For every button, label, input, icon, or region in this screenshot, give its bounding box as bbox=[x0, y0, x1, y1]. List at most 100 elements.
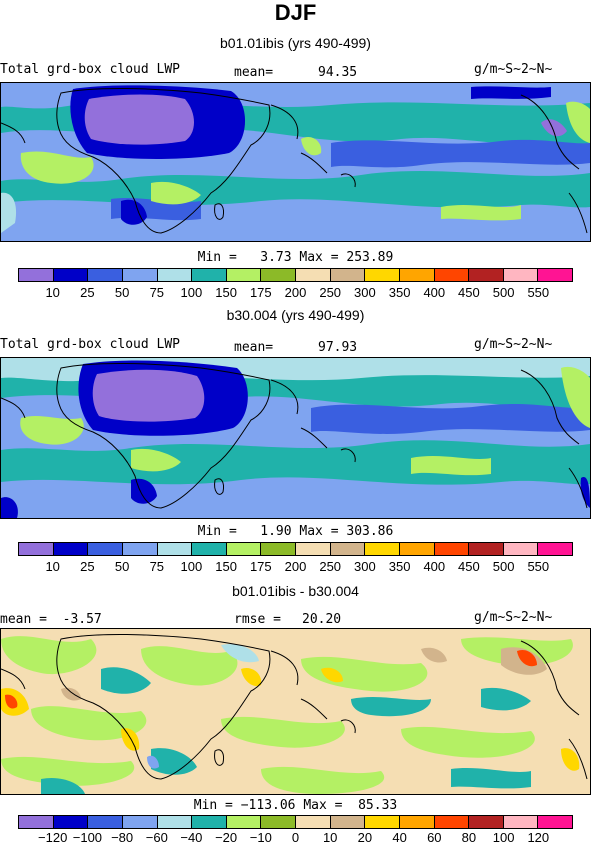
colorbar-swatch bbox=[88, 816, 123, 828]
panel1-colorbar-ticks: 10 25 50 75 100 150 175 200 250 300 350 … bbox=[18, 285, 573, 301]
colorbar-swatch bbox=[399, 816, 435, 828]
colorbar-swatch bbox=[19, 543, 54, 555]
colorbar-tick: 0 bbox=[291, 830, 300, 845]
panel3-minmax: Min = −113.06 Max = 85.33 bbox=[193, 798, 398, 813]
colorbar-tick: 500 bbox=[492, 285, 515, 300]
panel3-colorbar-ticks: −120 −100 −80 −60 −40 −20 −10 0 10 20 40… bbox=[18, 831, 573, 845]
colorbar-tick: 80 bbox=[461, 830, 477, 845]
colorbar-tick: −20 bbox=[215, 830, 238, 845]
colorbar-swatch bbox=[192, 543, 227, 555]
colorbar-swatch bbox=[469, 543, 504, 555]
colorbar-swatch bbox=[434, 269, 470, 281]
colorbar-swatch bbox=[261, 543, 296, 555]
panel1-subtitle: b01.01ibis (yrs 490-499) bbox=[220, 35, 371, 51]
colorbar-swatch bbox=[192, 816, 227, 828]
colorbar-swatch bbox=[330, 816, 366, 828]
colorbar-tick: 150 bbox=[215, 285, 237, 300]
colorbar-swatch bbox=[226, 269, 262, 281]
colorbar-tick: 300 bbox=[354, 559, 376, 574]
colorbar-tick: 25 bbox=[80, 559, 95, 574]
colorbar-tick: −120 bbox=[38, 830, 68, 845]
panel1-variable-label: Total grd-box cloud LWP bbox=[0, 62, 181, 77]
colorbar-tick: 550 bbox=[527, 559, 550, 574]
colorbar-tick: −40 bbox=[180, 830, 203, 845]
colorbar-tick: 200 bbox=[284, 559, 307, 574]
colorbar-tick: 400 bbox=[423, 559, 446, 574]
colorbar-swatch bbox=[122, 816, 158, 828]
colorbar-swatch bbox=[365, 269, 400, 281]
panel2-stat-label: mean= bbox=[234, 340, 274, 355]
colorbar-swatch bbox=[226, 543, 262, 555]
colorbar-swatch bbox=[53, 269, 89, 281]
colorbar-tick: 200 bbox=[284, 285, 307, 300]
colorbar-swatch bbox=[53, 816, 89, 828]
colorbar-tick: −80 bbox=[111, 830, 134, 845]
colorbar-swatch bbox=[192, 269, 227, 281]
colorbar-swatch bbox=[503, 269, 539, 281]
colorbar-tick: 50 bbox=[114, 559, 130, 574]
colorbar-swatch bbox=[365, 543, 400, 555]
colorbar-swatch bbox=[122, 543, 158, 555]
colorbar-tick: −10 bbox=[249, 830, 272, 845]
panel3-units: g/m~S~2~N~ bbox=[474, 610, 553, 625]
colorbar-swatch bbox=[469, 816, 504, 828]
panel3-stat-label: rmse = bbox=[234, 612, 281, 627]
colorbar-tick: 10 bbox=[45, 285, 60, 300]
colorbar-tick: 50 bbox=[114, 285, 130, 300]
panel1-units: g/m~S~2~N~ bbox=[474, 62, 553, 77]
panel1-stat-value: 94.35 bbox=[318, 65, 358, 80]
panel2-colorbar-ticks: 10 25 50 75 100 150 175 200 250 300 350 … bbox=[18, 559, 573, 575]
colorbar-swatch bbox=[330, 543, 366, 555]
colorbar-swatch bbox=[503, 816, 539, 828]
colorbar-tick: 250 bbox=[319, 559, 342, 574]
colorbar-tick: −100 bbox=[72, 830, 103, 845]
colorbar-swatch bbox=[399, 543, 435, 555]
figure-title: DJF bbox=[274, 0, 317, 25]
colorbar-swatch bbox=[88, 543, 123, 555]
colorbar-swatch bbox=[53, 543, 89, 555]
colorbar-swatch bbox=[434, 816, 470, 828]
colorbar-tick: 100 bbox=[180, 285, 203, 300]
panel2-minmax: Min = 1.90 Max = 303.86 bbox=[197, 524, 394, 539]
panel3-mean-label: mean = -3.57 bbox=[0, 612, 102, 627]
colorbar-tick: −60 bbox=[145, 830, 168, 845]
colorbar-tick: 60 bbox=[427, 830, 442, 845]
panel3-map-svg bbox=[1, 629, 590, 794]
panel1-minmax: Min = 3.73 Max = 253.89 bbox=[197, 250, 394, 265]
colorbar-tick: 10 bbox=[322, 830, 338, 845]
colorbar-tick: 400 bbox=[423, 285, 446, 300]
panel2-stat-value: 97.93 bbox=[318, 340, 358, 355]
colorbar-tick: 175 bbox=[249, 559, 272, 574]
colorbar-tick: 150 bbox=[215, 559, 237, 574]
panel3-map bbox=[0, 628, 591, 795]
colorbar-swatch bbox=[538, 543, 572, 555]
colorbar-tick: 75 bbox=[149, 559, 165, 574]
colorbar-tick: 450 bbox=[458, 285, 480, 300]
colorbar-swatch bbox=[226, 816, 262, 828]
colorbar-swatch bbox=[157, 269, 193, 281]
panel2-colorbar bbox=[18, 542, 573, 556]
colorbar-tick: 350 bbox=[388, 285, 411, 300]
colorbar-tick: 350 bbox=[388, 559, 411, 574]
colorbar-swatch bbox=[399, 269, 435, 281]
panel1-map-svg bbox=[1, 83, 590, 241]
colorbar-tick: 250 bbox=[319, 285, 342, 300]
colorbar-tick: 500 bbox=[492, 559, 515, 574]
colorbar-swatch bbox=[538, 269, 572, 281]
colorbar-swatch bbox=[157, 543, 193, 555]
colorbar-tick: 10 bbox=[45, 559, 60, 574]
colorbar-tick: 120 bbox=[527, 830, 550, 845]
panel1-stat-label: mean= bbox=[234, 65, 274, 80]
colorbar-swatch bbox=[261, 816, 296, 828]
colorbar-tick: 40 bbox=[392, 830, 407, 845]
colorbar-tick: 25 bbox=[80, 285, 95, 300]
colorbar-tick: 300 bbox=[354, 285, 376, 300]
panel2-map bbox=[0, 357, 591, 519]
colorbar-swatch bbox=[296, 269, 331, 281]
colorbar-tick: 20 bbox=[357, 830, 373, 845]
colorbar-swatch bbox=[503, 543, 539, 555]
colorbar-swatch bbox=[296, 543, 331, 555]
panel2-units: g/m~S~2~N~ bbox=[474, 337, 553, 352]
colorbar-swatch bbox=[330, 269, 366, 281]
panel3-stat-value: 20.20 bbox=[302, 612, 342, 627]
